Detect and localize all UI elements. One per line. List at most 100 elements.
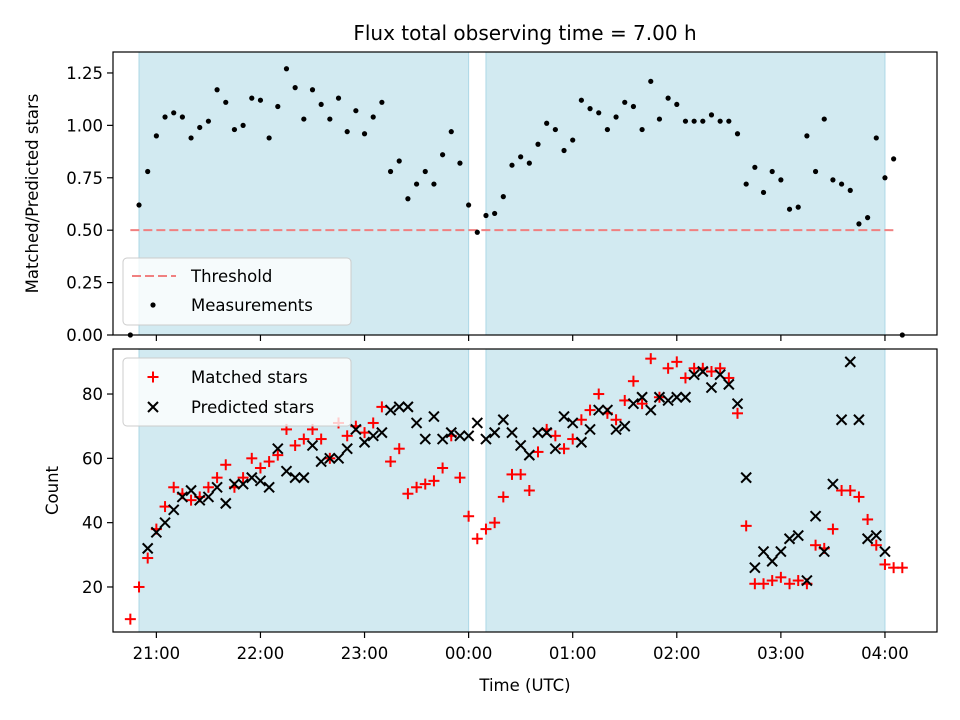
measurement-point <box>301 116 307 122</box>
bottom-y-tick-label: 80 <box>82 385 103 404</box>
measurement-point <box>700 118 706 124</box>
predicted-star-point <box>393 401 405 413</box>
predicted-star-point <box>766 555 778 567</box>
predicted-star-point <box>861 533 874 545</box>
matched-star-point <box>454 472 466 484</box>
measurement-point <box>526 160 532 166</box>
predicted-star-point <box>870 529 882 542</box>
predicted-star-point-b <box>220 497 232 510</box>
matched-star-point <box>254 462 266 474</box>
measurement-point <box>639 126 645 133</box>
predicted-star-point-b <box>367 430 379 442</box>
matched-star-point <box>272 449 284 461</box>
predicted-star-point <box>636 391 648 403</box>
matched-star-point <box>723 372 735 384</box>
measurement-point <box>500 194 506 200</box>
predicted-star-point <box>332 452 345 465</box>
predicted-star-point <box>141 542 154 555</box>
top-y-tick-label: 0.50 <box>66 221 103 240</box>
matched-star-point <box>853 491 865 503</box>
matched-star-point <box>810 539 822 551</box>
matched-star-point <box>705 366 717 378</box>
measurement-point <box>734 131 741 137</box>
measurement-point <box>856 221 862 227</box>
measurement-point <box>674 101 680 108</box>
measurement-point <box>197 124 203 131</box>
matched-star-point <box>827 523 839 535</box>
predicted-star-point <box>775 545 787 558</box>
measurement-point <box>249 95 255 101</box>
measurement-point <box>188 135 194 141</box>
matched-star-point <box>532 446 544 458</box>
matched-star-point <box>671 356 683 368</box>
predicted-star-point <box>540 426 553 439</box>
matched-star-point <box>679 372 691 384</box>
predicted-star-point <box>558 410 570 423</box>
top-y-ticks: 0.00 0.25 0.50 0.75 1.00 1.25 <box>66 64 113 345</box>
measurement-point <box>873 135 879 141</box>
predicted-star-point <box>298 471 310 484</box>
predicted-star-point-b <box>376 426 388 439</box>
matched-star-point <box>896 562 908 574</box>
measurement-point <box>162 114 168 120</box>
measurement-point <box>492 210 498 217</box>
predicted-star-point-b <box>211 481 223 493</box>
measurement-point <box>483 212 489 219</box>
measurement-point <box>292 85 298 91</box>
measurement-point <box>283 66 290 72</box>
matched-star-point <box>463 510 475 522</box>
top-plot-frame <box>112 51 938 336</box>
bottom-y-tick-label: 20 <box>82 578 103 597</box>
matched-star-point <box>567 433 579 445</box>
measurement-point <box>821 116 827 122</box>
predicted-star-point <box>306 439 319 452</box>
predicted-star-point <box>818 545 830 558</box>
measurement-point <box>275 103 281 110</box>
predicted-star-point <box>801 574 813 587</box>
measurement-point <box>257 97 264 103</box>
matched-star-point <box>558 443 570 455</box>
measurement-point <box>656 116 663 122</box>
predicted-star-point-b <box>558 410 570 423</box>
measurement-point <box>318 101 324 108</box>
predicted-star-point <box>436 433 449 445</box>
predicted-star-point-b <box>324 452 336 465</box>
predicted-star-point-b <box>185 484 197 497</box>
measurement-point <box>405 196 411 202</box>
predicted-star-point <box>757 545 770 558</box>
measurement-point <box>136 202 142 208</box>
predicted-star-point <box>185 484 197 497</box>
matched-star-point <box>402 488 414 500</box>
measurement-point <box>786 206 793 212</box>
legend-matched-marker <box>147 371 159 383</box>
predicted-star-point <box>358 436 371 448</box>
predicted-star-point-b <box>714 369 726 381</box>
matched-star-point <box>645 353 657 365</box>
bottom-x-tick-label: 22:00 <box>237 644 285 663</box>
matched-star-point <box>385 456 397 468</box>
predicted-star-point <box>783 533 796 545</box>
matched-star-point <box>627 375 639 387</box>
legend-predicted-label: Predicted stars <box>191 398 314 417</box>
predicted-star-point-b <box>801 574 813 587</box>
measurement-point <box>344 129 350 135</box>
predicted-star-point <box>619 420 631 432</box>
predicted-star-point <box>246 471 258 484</box>
measurement-point <box>630 103 637 110</box>
predicted-star-point <box>523 449 536 461</box>
predicted-star-point-b <box>540 426 553 439</box>
measurement-point <box>145 168 151 175</box>
measurement-point <box>379 99 385 105</box>
bottom-x-tick-label: 04:00 <box>861 644 909 663</box>
predicted-star-point-b <box>141 542 154 555</box>
top-shaded-intervals <box>138 51 886 336</box>
predicted-star-point-b <box>879 545 891 558</box>
predicted-star-point <box>254 475 267 487</box>
predicted-star-point <box>671 391 683 403</box>
x-axis-label: Time (UTC) <box>478 676 570 695</box>
matched-star-point <box>619 394 631 406</box>
predicted-star-point-b <box>445 426 457 439</box>
predicted-star-point-b <box>246 471 258 484</box>
predicted-star-point <box>514 439 527 452</box>
predicted-star-point <box>610 423 622 436</box>
